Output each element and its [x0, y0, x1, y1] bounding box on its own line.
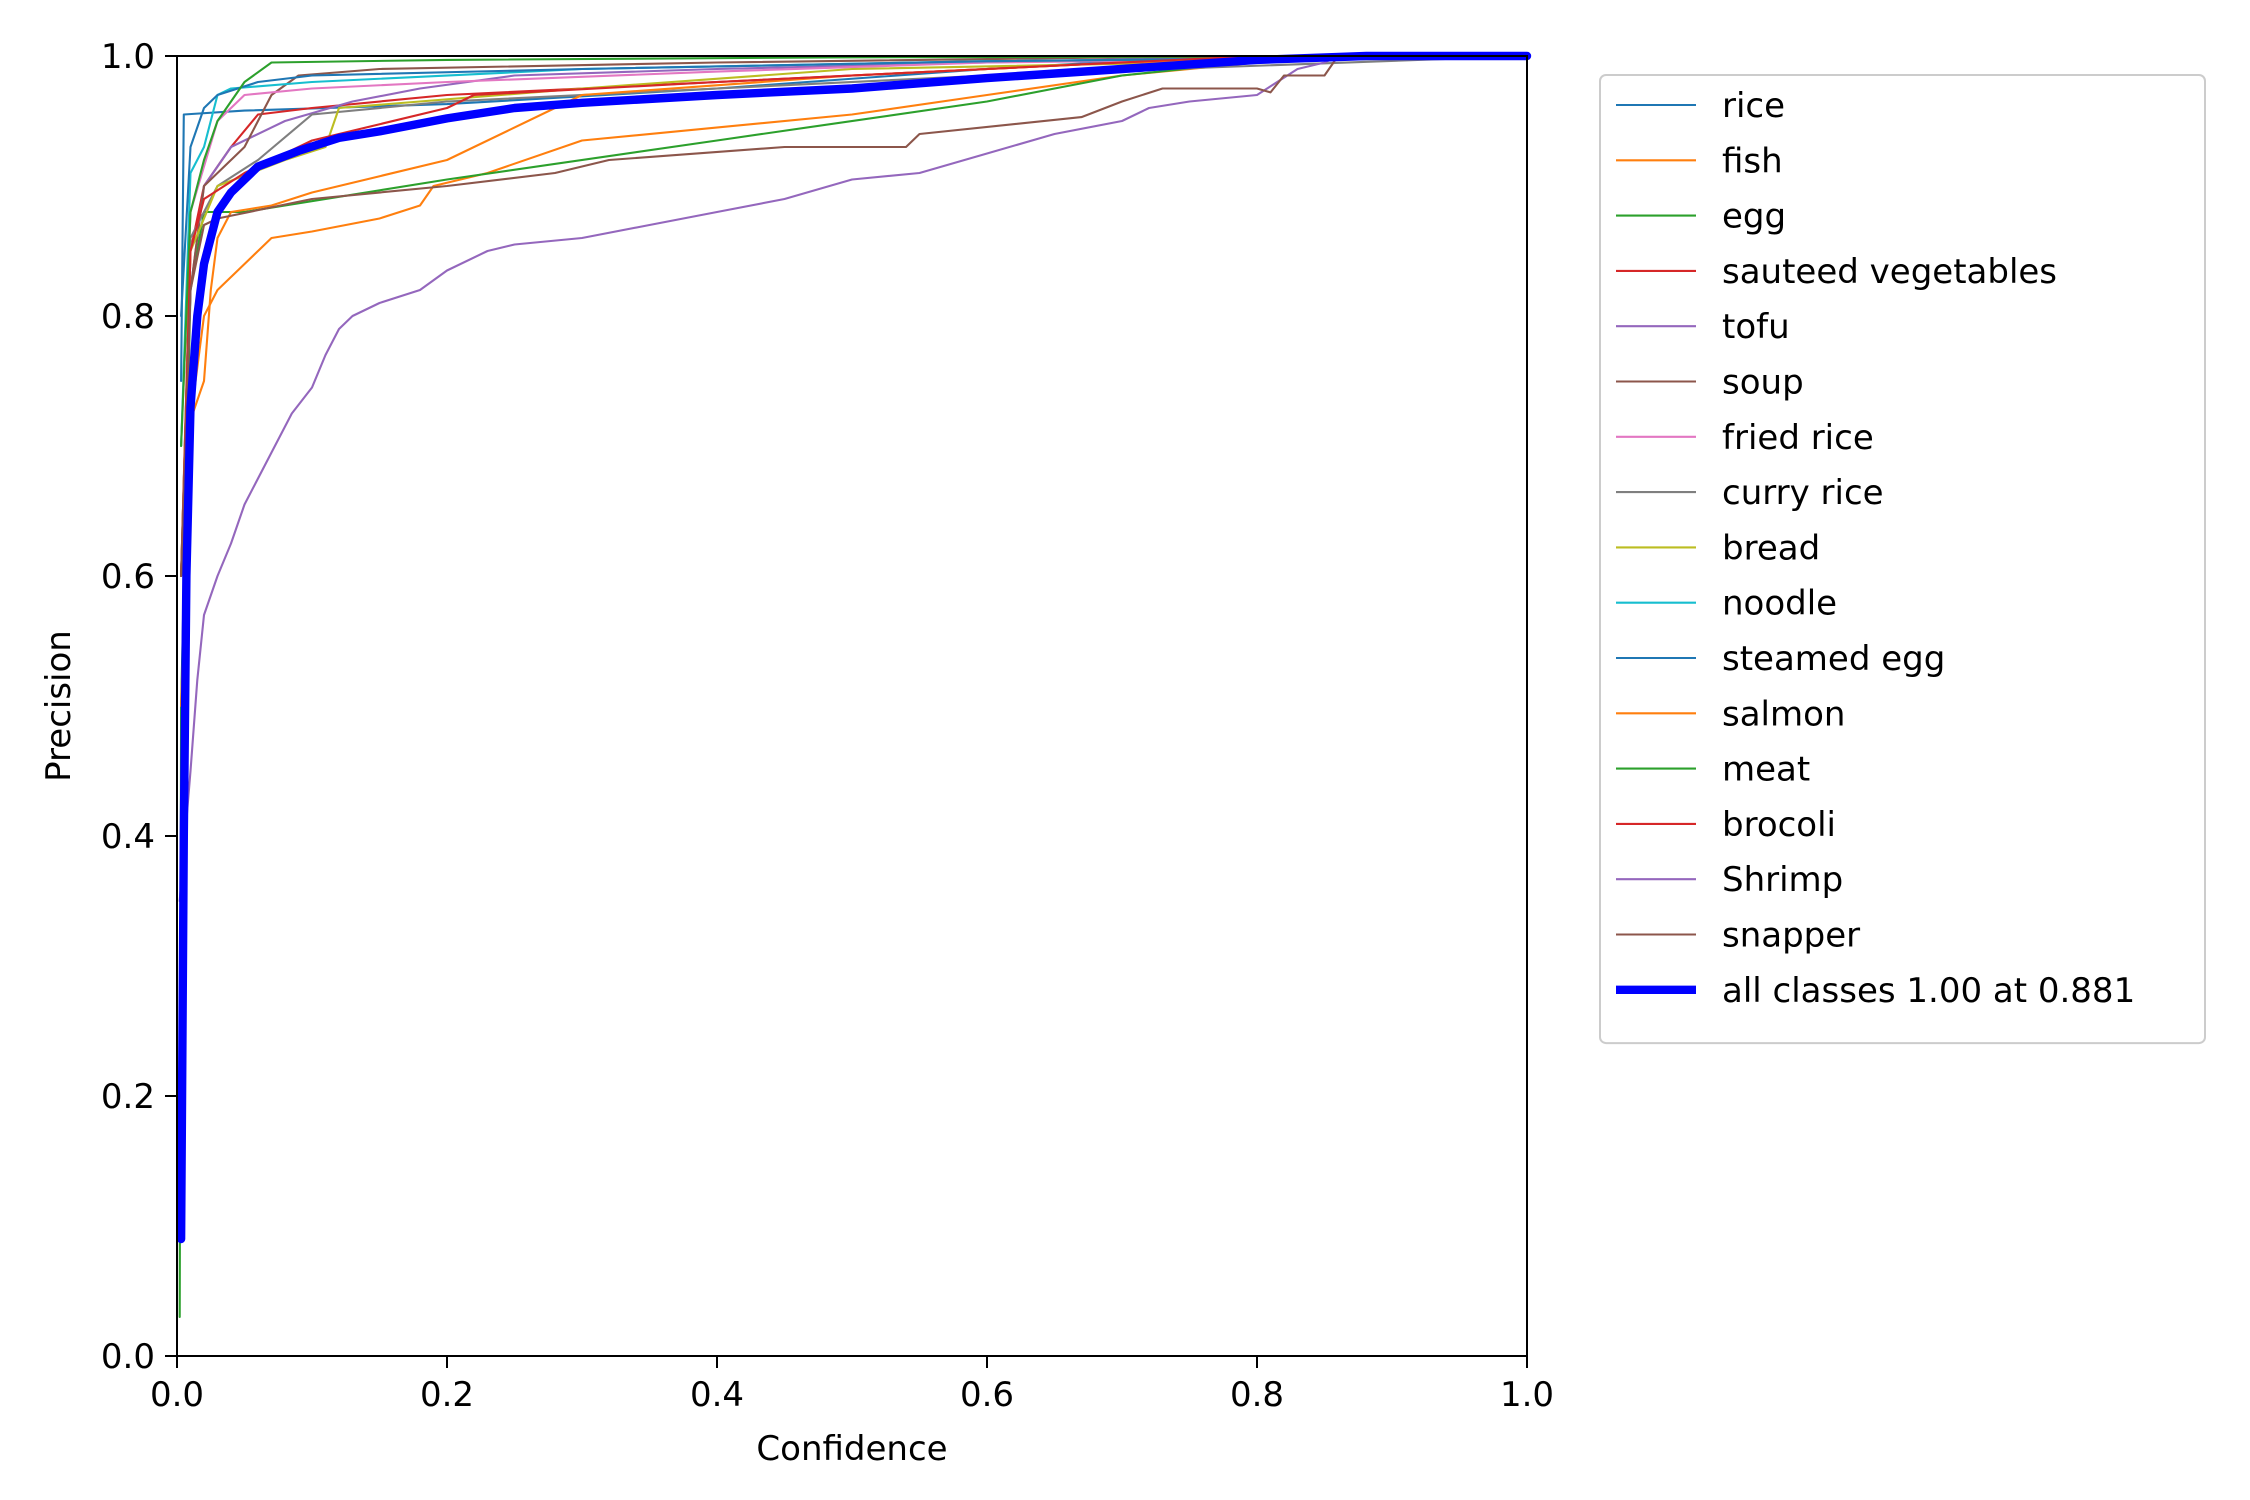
- series-line-1: [180, 54, 1529, 773]
- series-line-15: [180, 54, 1529, 578]
- legend-label: steamed egg: [1722, 639, 1945, 679]
- series-line-12: [180, 54, 1529, 448]
- y-tick-label: 0.6: [101, 557, 155, 597]
- legend-label: fried rice: [1722, 418, 1874, 458]
- legend-label: Shrimp: [1722, 860, 1843, 900]
- x-tick-label: 1.0: [1500, 1375, 1554, 1415]
- series-line-16: [176, 51, 1532, 1244]
- x-tick-label: 0.8: [1230, 1375, 1284, 1415]
- legend: rice fish egg sauteed vegetables tofu soup fri…: [1599, 74, 2206, 1045]
- series-line-10: [180, 54, 1529, 318]
- y-tick-label: 0.8: [101, 297, 155, 337]
- legend-label: tofu: [1722, 307, 1790, 347]
- x-tick-label: 0.6: [960, 1375, 1014, 1415]
- series-line-13: [180, 54, 1529, 578]
- legend-label: egg: [1722, 197, 1786, 237]
- legend-label: curry rice: [1722, 473, 1884, 513]
- series-line-6: [180, 54, 1529, 448]
- y-tick-label: 0.4: [101, 817, 155, 857]
- legend-label: snapper: [1722, 916, 1860, 956]
- legend-label: bread: [1722, 528, 1820, 568]
- y-axis-label: Precision: [39, 630, 79, 782]
- legend-label: sauteed vegetables: [1722, 252, 2057, 292]
- x-tick-label: 0.2: [420, 1375, 474, 1415]
- series-line-5: [180, 54, 1529, 578]
- legend-label: rice: [1722, 86, 1785, 126]
- series-line-7: [180, 54, 1529, 578]
- legend-box: [1599, 74, 2206, 1045]
- legend-label: soup: [1722, 363, 1804, 403]
- x-tick-label: 0.0: [150, 1375, 204, 1415]
- legend-label: all classes 1.00 at 0.881: [1722, 971, 2135, 1011]
- series-line-14: [178, 54, 1529, 903]
- legend-label: noodle: [1722, 584, 1837, 624]
- legend-label: salmon: [1722, 694, 1845, 734]
- plot-frame: [176, 55, 1528, 1357]
- y-tick-label: 0.2: [101, 1077, 155, 1117]
- legend-label: brocoli: [1722, 805, 1836, 845]
- x-axis-label: Confidence: [756, 1429, 947, 1469]
- y-tick-label: 1.0: [101, 37, 155, 77]
- axes-layer: 0.0 0.2 0.4 0.6 0.8 1.0 0.0 0.2 0.4 0.6 0.8 1.0: [101, 37, 1554, 1415]
- legend-label: meat: [1722, 750, 1810, 790]
- y-tick-label: 0.0: [101, 1337, 155, 1377]
- series-line-8: [180, 54, 1529, 578]
- series-layer: [176, 51, 1532, 1319]
- x-tick-label: 0.4: [690, 1375, 744, 1415]
- legend-label: fish: [1722, 141, 1783, 181]
